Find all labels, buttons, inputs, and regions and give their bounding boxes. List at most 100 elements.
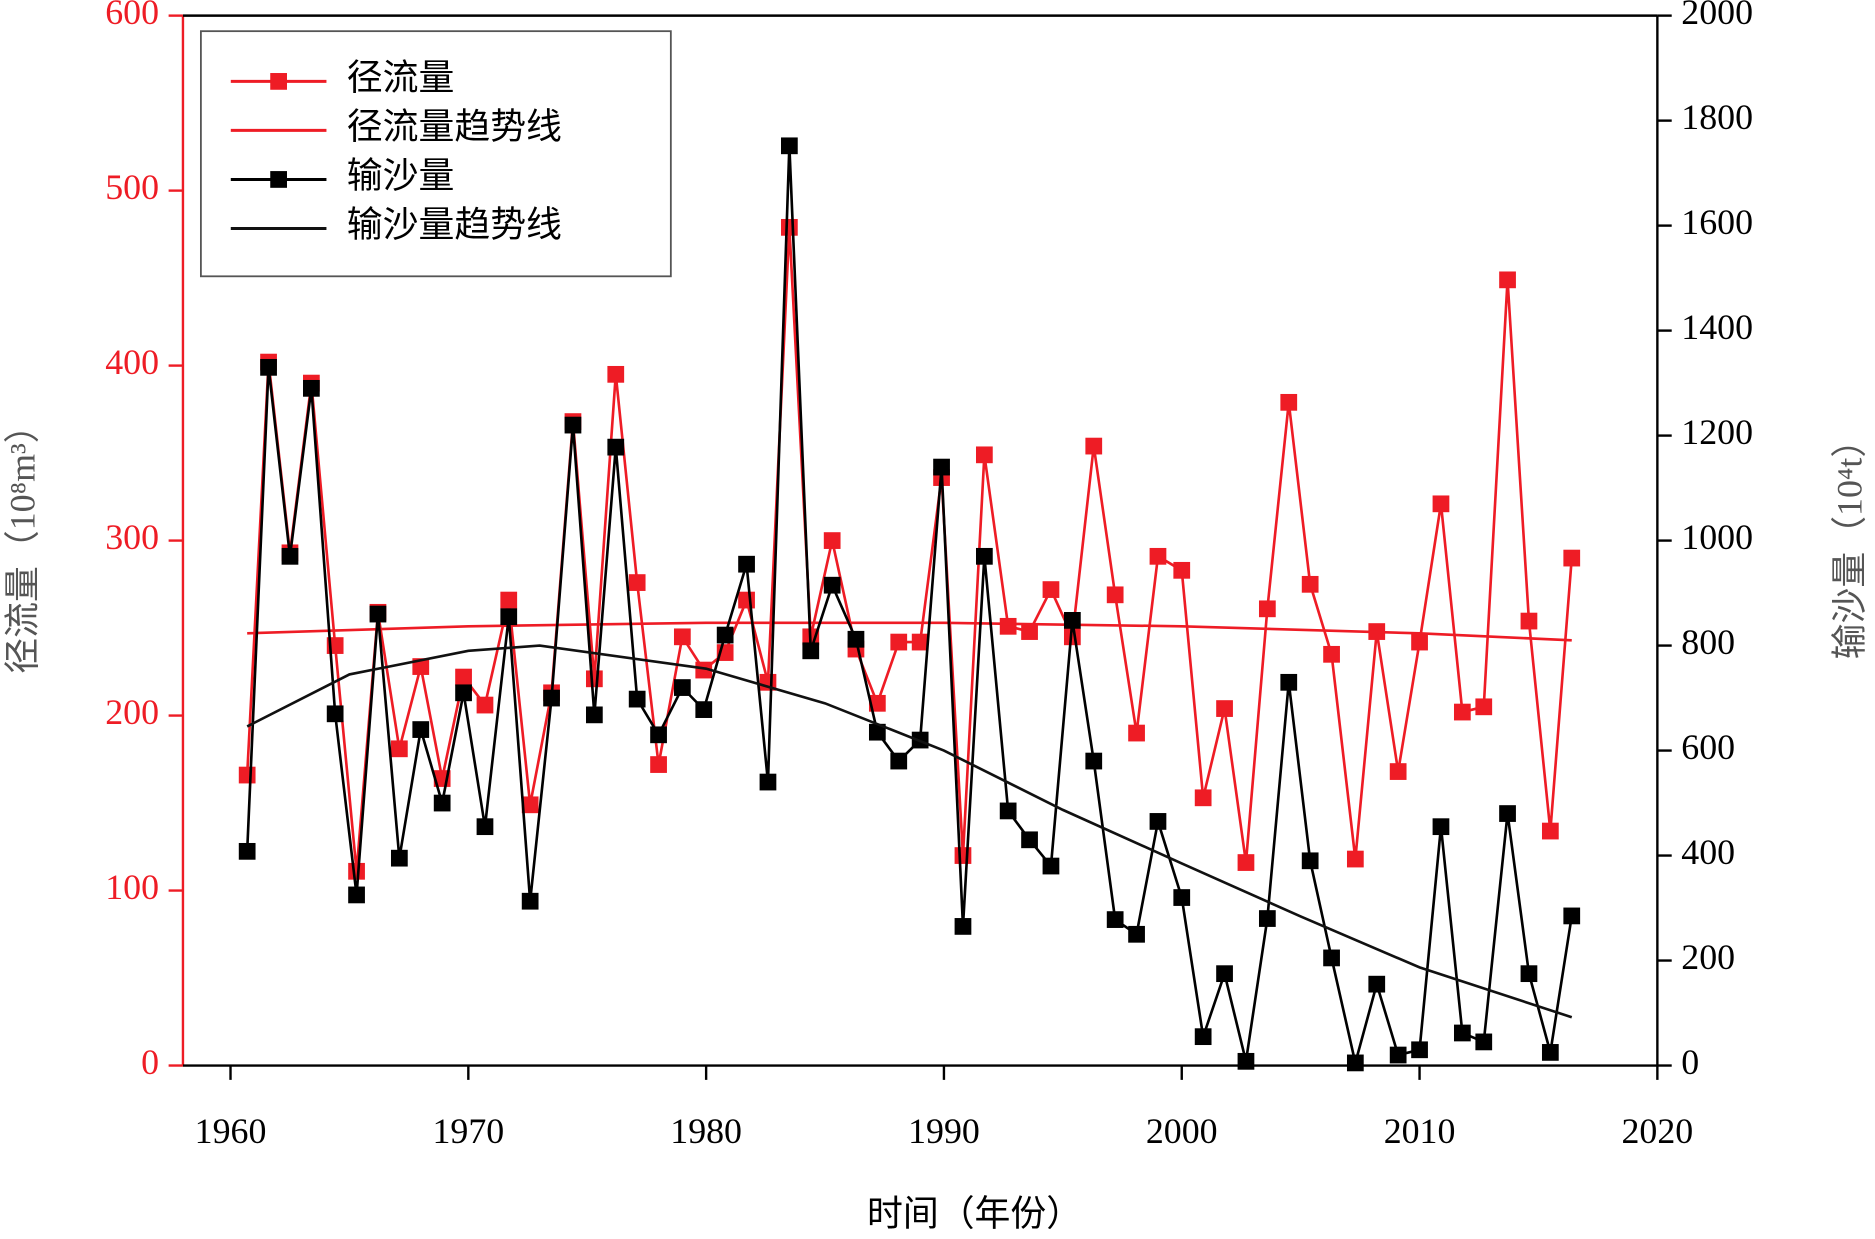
marker bbox=[695, 701, 713, 718]
x-tick-label: 1980 bbox=[670, 1111, 742, 1151]
marker bbox=[975, 547, 993, 565]
marker bbox=[521, 892, 539, 910]
marker bbox=[1216, 965, 1233, 983]
marker bbox=[738, 591, 755, 609]
marker bbox=[1194, 1028, 1212, 1046]
y2-tick-label: 800 bbox=[1681, 622, 1735, 662]
marker bbox=[238, 766, 256, 784]
marker bbox=[1453, 703, 1471, 721]
marker bbox=[455, 684, 472, 702]
marker bbox=[1021, 831, 1038, 849]
marker bbox=[999, 617, 1017, 635]
marker bbox=[847, 630, 865, 648]
marker bbox=[1520, 965, 1538, 983]
y2-axis-title: 输沙量（10⁴t） bbox=[1830, 422, 1870, 660]
y2-tick-label: 200 bbox=[1681, 937, 1735, 977]
y2-tick-label: 1800 bbox=[1681, 97, 1753, 137]
y-tick-label: 500 bbox=[105, 167, 159, 207]
marker bbox=[1389, 1046, 1407, 1064]
marker bbox=[1280, 393, 1298, 411]
marker bbox=[1301, 575, 1319, 593]
marker bbox=[1520, 612, 1538, 630]
marker bbox=[390, 740, 408, 758]
marker bbox=[1085, 752, 1103, 770]
legend-marker bbox=[270, 73, 287, 90]
marker bbox=[1475, 1033, 1493, 1051]
marker bbox=[369, 605, 387, 623]
marker bbox=[1432, 495, 1450, 513]
x-tick-label: 1990 bbox=[908, 1111, 980, 1151]
marker bbox=[607, 438, 625, 456]
marker bbox=[607, 365, 625, 383]
legend-label: 径流量 bbox=[347, 58, 455, 98]
legend-label: 输沙量 bbox=[347, 156, 455, 196]
marker bbox=[1173, 561, 1191, 579]
y2-tick-label: 2000 bbox=[1681, 0, 1753, 32]
marker bbox=[802, 642, 820, 660]
marker bbox=[500, 591, 518, 609]
marker bbox=[1346, 1054, 1364, 1072]
trend-line bbox=[246, 644, 1573, 1019]
marker bbox=[738, 555, 755, 573]
marker bbox=[1173, 889, 1191, 906]
y-tick-label: 400 bbox=[105, 342, 159, 382]
marker bbox=[1194, 789, 1212, 807]
marker bbox=[1021, 623, 1038, 640]
marker bbox=[1389, 763, 1407, 780]
marker bbox=[823, 576, 841, 594]
marker bbox=[281, 547, 299, 565]
x-tick-label: 2010 bbox=[1384, 1111, 1456, 1151]
marker bbox=[1368, 975, 1386, 993]
marker bbox=[1128, 925, 1145, 943]
marker bbox=[1063, 612, 1081, 629]
legend-marker bbox=[270, 171, 287, 188]
marker bbox=[933, 458, 950, 476]
marker bbox=[303, 379, 320, 397]
marker bbox=[1042, 581, 1060, 598]
marker bbox=[1541, 1044, 1559, 1061]
marker bbox=[1323, 949, 1340, 967]
marker bbox=[500, 608, 518, 626]
y-tick-label: 0 bbox=[141, 1042, 159, 1082]
marker bbox=[260, 358, 277, 376]
marker bbox=[1301, 852, 1319, 870]
y-axis-title: 径流量（10⁸m³） bbox=[3, 407, 43, 673]
marker bbox=[585, 706, 603, 724]
marker bbox=[780, 137, 798, 155]
y-tick-label: 100 bbox=[105, 867, 159, 907]
legend-label: 径流量趋势线 bbox=[347, 107, 562, 147]
legend-label: 输沙量趋势线 bbox=[347, 205, 562, 245]
marker bbox=[543, 689, 560, 707]
marker bbox=[1149, 813, 1167, 830]
marker bbox=[695, 661, 713, 679]
marker bbox=[1563, 549, 1581, 567]
marker bbox=[890, 633, 908, 651]
y2-tick-label: 400 bbox=[1681, 832, 1735, 872]
marker bbox=[1453, 1024, 1471, 1042]
x-tick-label: 1960 bbox=[195, 1111, 267, 1151]
legend-box bbox=[199, 30, 672, 278]
y-tick-label: 300 bbox=[105, 517, 159, 557]
y2-tick-label: 0 bbox=[1681, 1042, 1699, 1082]
marker bbox=[1432, 818, 1450, 836]
marker bbox=[673, 628, 691, 646]
y-tick-label: 600 bbox=[105, 0, 159, 32]
marker bbox=[476, 818, 494, 836]
marker bbox=[1541, 822, 1559, 840]
x-tick-label: 2000 bbox=[1146, 1111, 1218, 1151]
marker bbox=[628, 574, 646, 591]
marker bbox=[1323, 645, 1340, 663]
marker bbox=[326, 705, 344, 723]
y2-tick-label: 600 bbox=[1681, 727, 1735, 767]
marker bbox=[1042, 857, 1060, 875]
marker bbox=[999, 802, 1017, 820]
marker bbox=[1106, 586, 1124, 604]
marker bbox=[1563, 907, 1581, 925]
marker bbox=[564, 416, 582, 434]
x-tick-label: 2020 bbox=[1622, 1111, 1694, 1151]
marker bbox=[1411, 633, 1428, 651]
marker bbox=[1216, 700, 1233, 717]
marker bbox=[1475, 698, 1493, 716]
marker bbox=[954, 847, 972, 864]
marker bbox=[455, 668, 472, 686]
